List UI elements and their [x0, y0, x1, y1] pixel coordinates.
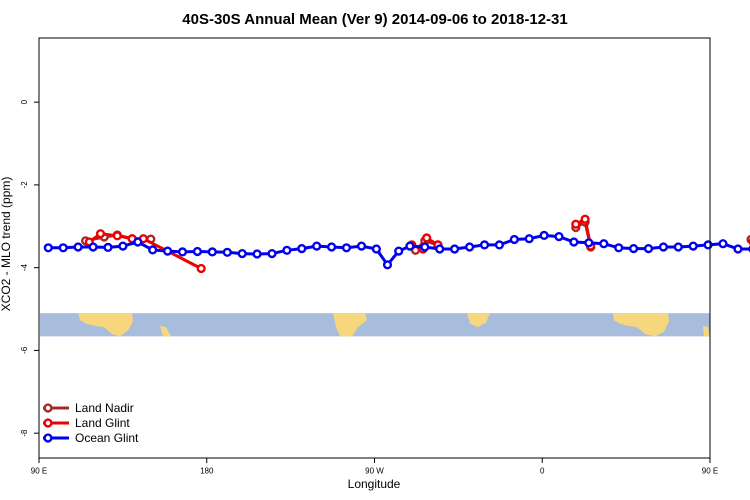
map-land — [703, 325, 710, 337]
data-point-ocean-glint — [118, 241, 128, 251]
data-point-ocean-glint — [599, 239, 609, 249]
x-tick-label: 0 — [540, 467, 545, 476]
data-point-ocean-glint — [539, 230, 549, 241]
data-point-land-glint — [580, 214, 590, 224]
map-strip — [40, 313, 710, 337]
data-point-ocean-glint — [133, 237, 143, 247]
data-point-ocean-glint — [207, 247, 217, 257]
data-point-ocean-glint — [688, 241, 698, 251]
legend-item-land-glint: Land Glint — [43, 416, 130, 430]
data-point-ocean-glint — [356, 241, 367, 251]
x-tick-label: 90 E — [31, 467, 47, 476]
data-point-ocean-glint — [341, 243, 352, 253]
chart-title: 40S-30S Annual Mean (Ver 9) 2014-09-06 t… — [182, 11, 567, 28]
data-point-land-glint — [422, 233, 432, 243]
data-point-ocean-glint — [569, 237, 579, 247]
map-land — [613, 313, 669, 337]
map-ocean — [40, 313, 710, 337]
data-point-ocean-glint — [88, 242, 98, 252]
data-point-ocean-glint — [222, 247, 232, 257]
y-tick-label: -6 — [20, 346, 29, 354]
y-tick-label: 0 — [20, 99, 29, 104]
y-axis-label: XCO2 - MLO trend (ppm) — [0, 177, 13, 312]
series-layer — [43, 214, 750, 274]
x-axis: 90 E 180 90 W 0 90 E — [31, 458, 718, 476]
data-point-ocean-glint — [435, 244, 445, 254]
data-point-ocean-glint — [163, 246, 173, 256]
y-tick-label: -8 — [20, 429, 29, 437]
legend-label: Land Glint — [75, 416, 130, 430]
series-land-glint — [84, 214, 750, 274]
legend-swatch-marker — [43, 403, 53, 413]
data-point-ocean-glint — [382, 260, 393, 270]
data-point-ocean-glint — [628, 244, 639, 254]
x-tick-label: 90 W — [365, 467, 384, 476]
data-point-ocean-glint — [509, 234, 519, 245]
data-point-ocean-glint — [584, 238, 594, 248]
data-point-ocean-glint — [282, 245, 292, 255]
data-point-ocean-glint — [718, 239, 728, 249]
data-point-ocean-glint — [554, 232, 564, 242]
map-land — [160, 325, 171, 337]
data-point-ocean-glint — [733, 244, 743, 254]
legend-swatch-marker — [43, 433, 53, 443]
data-point-ocean-glint — [673, 242, 683, 252]
data-point-ocean-glint — [267, 249, 277, 259]
data-point-ocean-glint — [658, 242, 669, 252]
map-land — [78, 313, 133, 337]
x-tick-label: 180 — [200, 467, 214, 476]
data-point-ocean-glint — [252, 249, 262, 259]
data-point-land-glint — [571, 219, 581, 229]
data-point-ocean-glint — [58, 243, 68, 253]
data-point-ocean-glint — [327, 242, 337, 252]
data-point-ocean-glint — [524, 234, 534, 244]
data-point-land-glint — [196, 263, 206, 274]
data-point-ocean-glint — [479, 240, 490, 250]
data-point-ocean-glint — [297, 244, 307, 254]
data-point-ocean-glint — [103, 242, 113, 253]
data-point-ocean-glint — [371, 244, 382, 254]
data-point-ocean-glint — [177, 247, 188, 257]
data-point-ocean-glint — [394, 246, 404, 256]
data-point-ocean-glint — [405, 241, 415, 251]
legend-label: Land Nadir — [75, 401, 134, 415]
data-point-land-glint — [95, 229, 106, 239]
map-land — [333, 313, 367, 337]
data-point-ocean-glint — [312, 241, 322, 251]
data-point-ocean-glint — [192, 246, 203, 257]
map-land — [467, 313, 490, 328]
y-axis: 0 -2 -4 -6 -8 — [20, 99, 39, 437]
data-point-ocean-glint — [420, 242, 430, 252]
x-axis-label: Longitude — [348, 477, 401, 491]
x-tick-label: 90 E — [702, 467, 718, 476]
data-point-ocean-glint — [614, 243, 624, 253]
data-point-ocean-glint — [643, 244, 654, 254]
data-point-land-glint — [112, 231, 122, 241]
legend-item-land-nadir: Land Nadir — [43, 401, 134, 415]
data-point-ocean-glint — [43, 243, 53, 253]
legend-item-ocean-glint: Ocean Glint — [43, 431, 139, 445]
data-point-ocean-glint — [465, 242, 475, 252]
data-point-ocean-glint — [148, 245, 158, 255]
series-ocean-glint — [43, 230, 750, 270]
y-tick-label: -2 — [20, 181, 29, 189]
legend-swatch-marker — [43, 418, 53, 428]
legend-label: Ocean Glint — [75, 431, 139, 445]
y-tick-label: -4 — [20, 264, 29, 272]
data-point-ocean-glint — [450, 244, 460, 254]
data-point-ocean-glint — [494, 240, 505, 250]
data-point-ocean-glint — [237, 249, 247, 259]
data-point-ocean-glint — [73, 242, 83, 252]
